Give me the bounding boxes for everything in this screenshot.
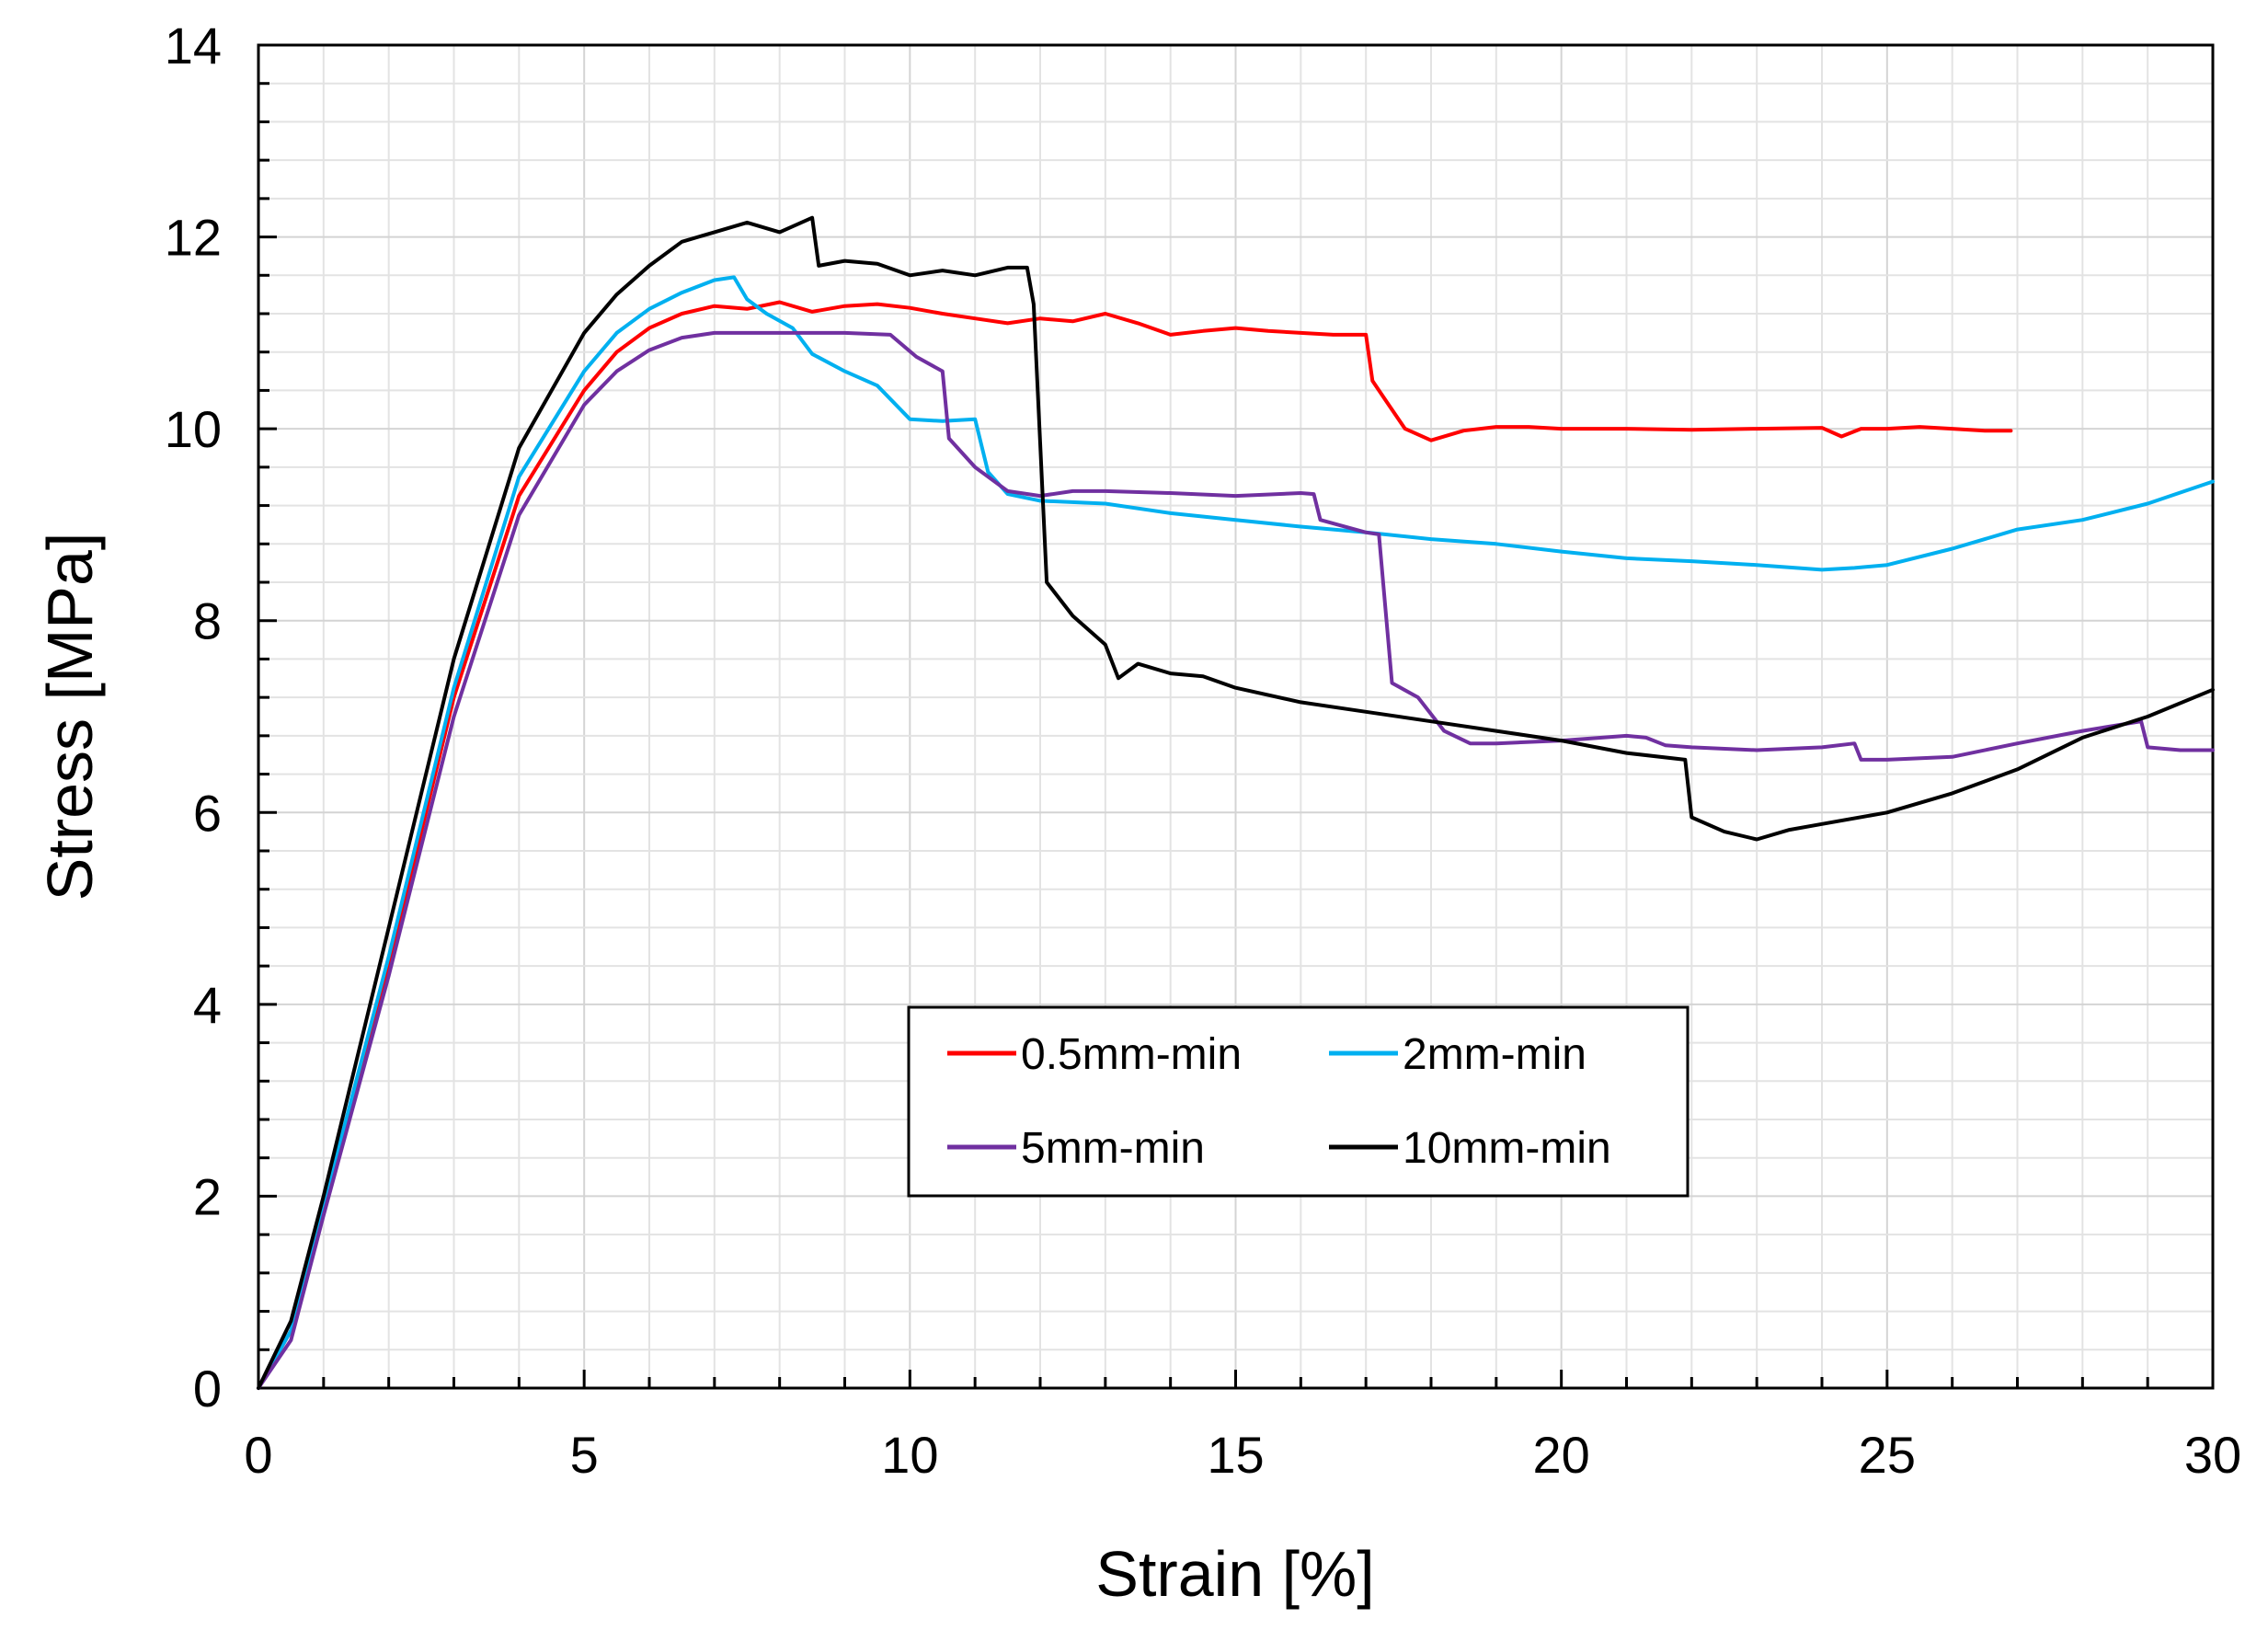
legend-label: 10mm-min: [1403, 1124, 1611, 1173]
y-tick-label: 10: [165, 400, 222, 458]
x-tick-label: 10: [881, 1426, 938, 1484]
x-tick-labels: 0 5 10 15 20 25 30: [244, 1426, 2241, 1484]
x-tick-label: 5: [570, 1426, 599, 1484]
legend-box: [907, 1005, 1690, 1198]
x-tick-label: 0: [244, 1426, 272, 1484]
legend-label: 2mm-min: [1403, 1030, 1586, 1079]
y-tick-labels: 0 2 4 6 8 10 12 14: [165, 17, 222, 1418]
y-tick-label: 12: [165, 209, 222, 267]
y-tick-label: 14: [165, 17, 222, 75]
legend: 0.5mm-min 2mm-min 5mm-min 10mm-min: [907, 1005, 1690, 1198]
x-tick-label: 20: [1533, 1426, 1590, 1484]
x-axis-title: Strain [%]: [1095, 1538, 1374, 1610]
axis-ticks: [257, 43, 2215, 1390]
y-tick-label: 0: [193, 1360, 222, 1418]
series-line-10mm-min: [257, 215, 2215, 1390]
y-tick-label: 8: [193, 592, 222, 650]
y-axis-title: Stress [MPa]: [34, 533, 106, 901]
legend-label: 5mm-min: [1021, 1124, 1205, 1173]
x-tick-label: 15: [1207, 1426, 1264, 1484]
y-tick-label: 2: [193, 1167, 222, 1225]
series-line-0.5mm-min: [257, 300, 2013, 1390]
x-tick-label: 30: [2184, 1426, 2241, 1484]
series-line-2mm-min: [257, 275, 2215, 1390]
y-tick-label: 4: [193, 976, 222, 1034]
x-tick-label: 25: [1859, 1426, 1916, 1484]
legend-label: 0.5mm-min: [1021, 1030, 1242, 1079]
series-group: [257, 215, 2215, 1390]
series-line-5mm-min: [257, 330, 2215, 1390]
y-tick-label: 6: [193, 784, 222, 842]
